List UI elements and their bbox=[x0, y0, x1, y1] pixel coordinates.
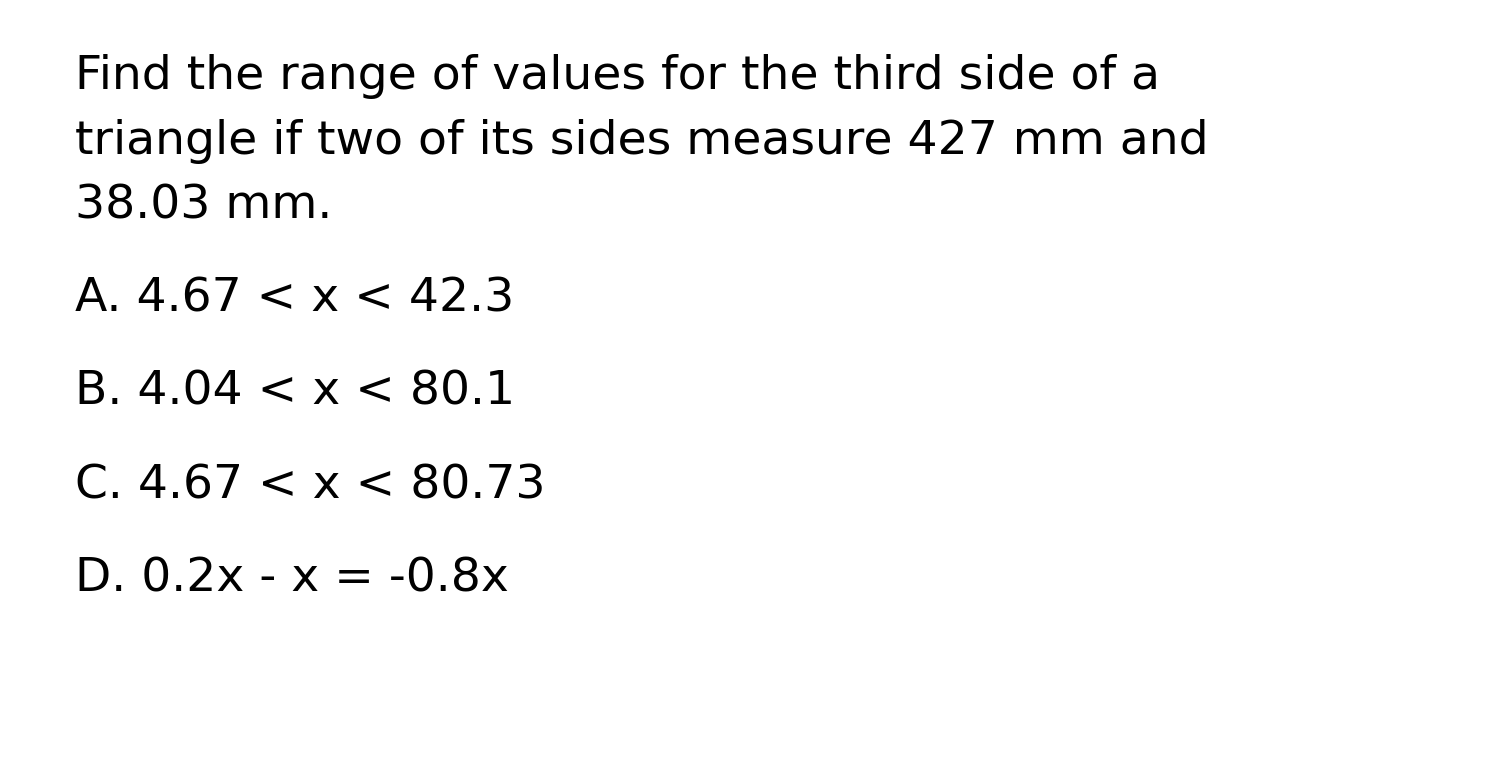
Text: A. 4.67 < x < 42.3: A. 4.67 < x < 42.3 bbox=[75, 276, 514, 321]
Text: 38.03 mm.: 38.03 mm. bbox=[75, 183, 333, 228]
Text: C. 4.67 < x < 80.73: C. 4.67 < x < 80.73 bbox=[75, 463, 546, 508]
Text: triangle if two of its sides measure 427 mm and: triangle if two of its sides measure 427… bbox=[75, 119, 1209, 164]
Text: Find the range of values for the third side of a: Find the range of values for the third s… bbox=[75, 54, 1160, 99]
Text: B. 4.04 < x < 80.1: B. 4.04 < x < 80.1 bbox=[75, 370, 514, 415]
Text: D. 0.2x - x = -0.8x: D. 0.2x - x = -0.8x bbox=[75, 556, 509, 601]
